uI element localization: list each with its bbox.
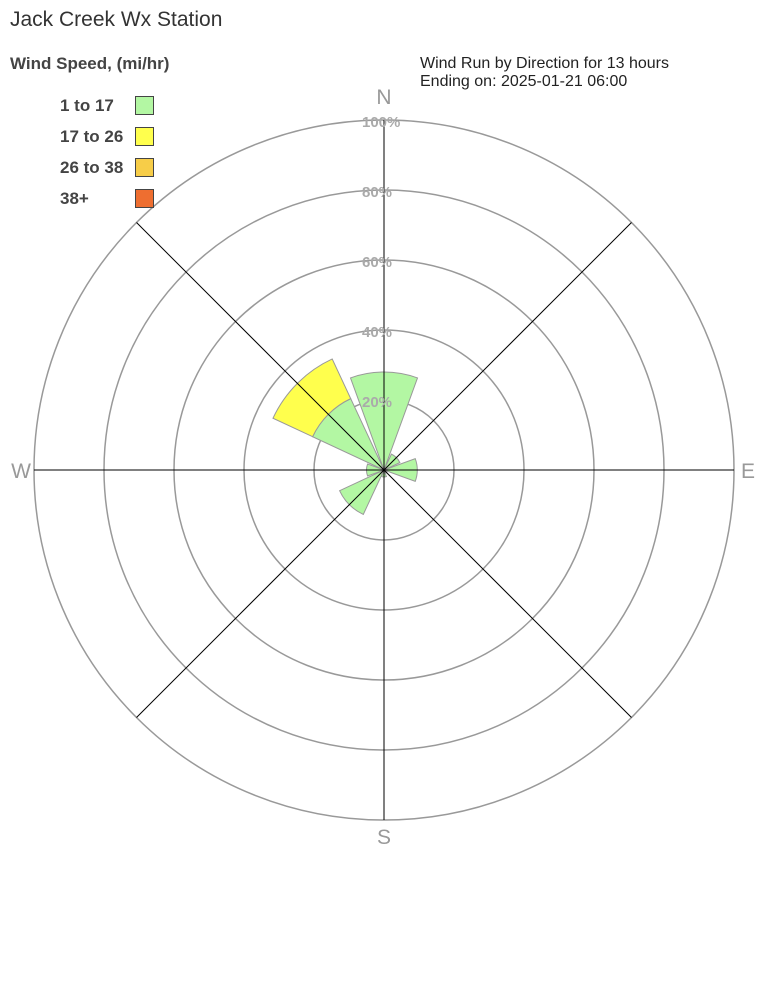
subtitle-line2: Ending on: 2025-01-21 06:00 [420, 73, 628, 90]
legend-item: 38+ [60, 183, 154, 214]
compass-label: N [376, 86, 391, 109]
subtitle-line1: Wind Run by Direction for 13 hours [420, 55, 669, 72]
legend-label: 1 to 17 [60, 95, 114, 115]
legend-swatch [135, 96, 154, 115]
legend-title: Wind Speed, (mi/hr) [10, 54, 170, 73]
legend-label: 26 to 38 [60, 157, 124, 177]
compass-label: E [741, 460, 755, 483]
legend-item: 17 to 26 [60, 121, 154, 152]
legend-swatch [135, 158, 154, 177]
legend: 1 to 17 17 to 26 26 to 38 38+ [60, 90, 154, 214]
legend-item: 26 to 38 [60, 152, 154, 183]
radial-tick-label: 40% [362, 324, 392, 341]
legend-swatch [135, 127, 154, 146]
compass-label: W [11, 460, 31, 483]
radial-tick-label: 60% [362, 254, 392, 271]
radial-tick-label: 100% [362, 114, 400, 131]
legend-item: 1 to 17 [60, 90, 154, 121]
compass-label: S [377, 826, 391, 849]
legend-swatch [135, 189, 154, 208]
legend-label: 17 to 26 [60, 126, 124, 146]
chart-title: Jack Creek Wx Station [10, 8, 223, 31]
axis-spoke [136, 222, 632, 718]
legend-label: 38+ [60, 188, 89, 208]
radial-tick-label: 20% [362, 394, 392, 411]
chart-subtitle: Wind Run by Direction for 13 hours Endin… [420, 55, 669, 91]
radial-tick-label: 80% [362, 184, 392, 201]
